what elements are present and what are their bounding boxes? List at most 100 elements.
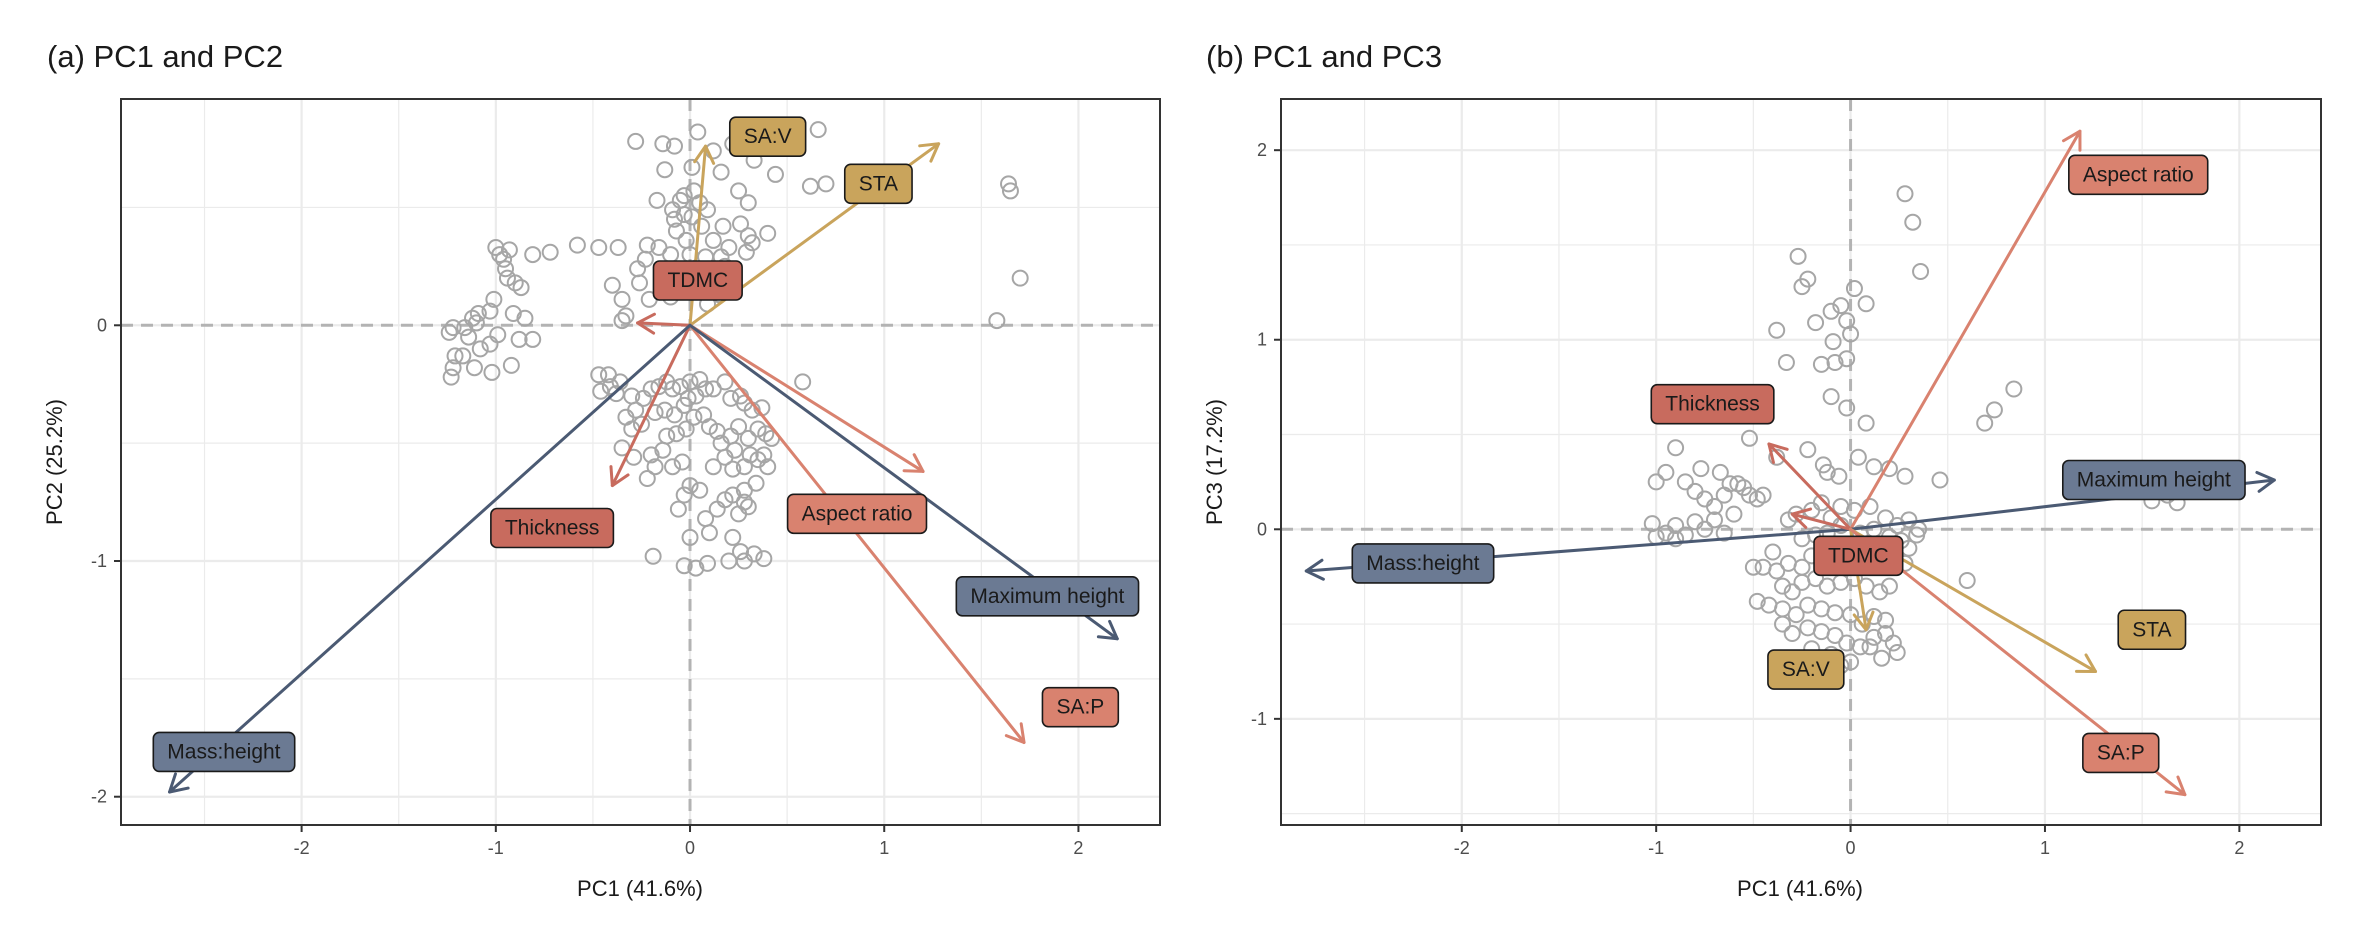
vector-label: Mass:height [1351, 543, 1495, 584]
data-point [483, 363, 501, 381]
panel-b-y-axis-title: PC3 (17.2%) [1202, 399, 1227, 525]
data-point [460, 328, 478, 346]
data-point [708, 500, 726, 518]
data-point [667, 425, 685, 443]
data-point [506, 274, 524, 292]
data-point [497, 260, 515, 278]
data-point [1768, 321, 1786, 339]
data-point [1931, 471, 1949, 489]
vector-label-text: Maximum height [970, 585, 1124, 608]
data-point [691, 481, 709, 499]
data-point [481, 335, 499, 353]
data-point [1912, 262, 1930, 280]
panel-b-zero-lines [1281, 99, 2321, 825]
data-point [1783, 583, 1801, 601]
data-point [1812, 355, 1830, 373]
data-point [489, 326, 507, 344]
data-point [720, 239, 738, 256]
vector-label: SA:V [728, 116, 807, 158]
panel-b-labels: Aspect ratio Maximum height Mass:height Thi… [1351, 154, 2246, 774]
data-point [720, 552, 738, 570]
data-point [704, 231, 722, 249]
vector-label-text: Mass:height [1366, 552, 1479, 575]
vector-label: Mass:height [152, 731, 296, 773]
data-point [724, 528, 742, 546]
data-point [592, 382, 610, 400]
data-point [590, 366, 608, 384]
data-point [759, 224, 777, 242]
data-point [1711, 463, 1729, 481]
data-point [801, 177, 819, 195]
data-point [1807, 314, 1825, 332]
data-point [627, 132, 645, 150]
data-point [524, 246, 542, 264]
data-point [1818, 463, 1836, 481]
panel-b-title: (b) PC1 and PC3 [1206, 39, 1442, 74]
data-point [613, 312, 631, 330]
data-point [590, 239, 608, 256]
data-point [1865, 607, 1883, 625]
x-tick-label: -1 [1648, 838, 1664, 858]
loading-vector [1849, 129, 2082, 531]
y-tick-label: -1 [91, 551, 107, 571]
vector-label-text: SA:V [1782, 658, 1830, 681]
panel-b-x-axis-title: PC1 (41.6%) [1737, 876, 1863, 901]
data-point [1824, 333, 1842, 351]
data-point [794, 373, 812, 391]
data-point [739, 429, 757, 447]
data-point [671, 191, 689, 209]
data-point [675, 206, 693, 223]
x-tick-label: 0 [1846, 838, 1856, 858]
data-point [1861, 638, 1879, 656]
panel-a: (a) PC1 and PC2 SA:V STA TDMC Thickness Aspe… [42, 39, 1161, 901]
data-point [1877, 611, 1895, 629]
data-point [1849, 448, 1867, 466]
vector-label: Thickness [1650, 383, 1775, 425]
data-point [1748, 592, 1766, 610]
data-point [1851, 638, 1869, 656]
data-point [654, 441, 672, 459]
data-point [644, 547, 662, 565]
x-tick-label: 2 [2234, 838, 2244, 858]
vector-label-text: SA:V [744, 125, 792, 148]
vector-label: STA [843, 163, 913, 205]
data-point [1777, 353, 1795, 371]
data-point [656, 161, 674, 179]
data-point [689, 123, 707, 141]
data-point [1783, 625, 1801, 643]
data-point [817, 175, 835, 193]
x-tick-label: -1 [488, 838, 504, 858]
x-tick-label: 1 [2040, 838, 2050, 858]
vector-label: Maximum height [2061, 459, 2246, 501]
data-point [1001, 182, 1019, 200]
panel-a-title: (a) PC1 and PC2 [47, 39, 283, 74]
data-point [675, 396, 693, 414]
data-point [454, 347, 472, 365]
data-point [524, 330, 542, 348]
data-point [1787, 505, 1805, 523]
data-point [1822, 302, 1840, 320]
vector-label: TDMC [1813, 535, 1904, 577]
data-point [669, 500, 687, 518]
data-point [1799, 441, 1817, 459]
panel-a-x-axis-title: PC1 (41.6%) [577, 876, 703, 901]
data-point [735, 458, 753, 476]
x-tick-label: -2 [1454, 838, 1470, 858]
data-point [648, 191, 666, 209]
data-point [1744, 558, 1762, 576]
data-point [1686, 482, 1704, 500]
data-point [1976, 414, 1994, 432]
x-tick-label: -2 [294, 838, 310, 858]
data-point [681, 528, 699, 546]
data-point [757, 425, 775, 443]
data-point [1908, 526, 1926, 544]
data-point [495, 250, 513, 268]
data-point [988, 312, 1006, 330]
data-point [716, 373, 734, 391]
data-point [766, 165, 784, 183]
data-point [667, 222, 685, 240]
panel-b-points [1643, 185, 2186, 679]
panel-a-y-axis-title: PC2 (25.2%) [42, 399, 67, 525]
vector-label-text: Aspect ratio [2083, 163, 2194, 186]
